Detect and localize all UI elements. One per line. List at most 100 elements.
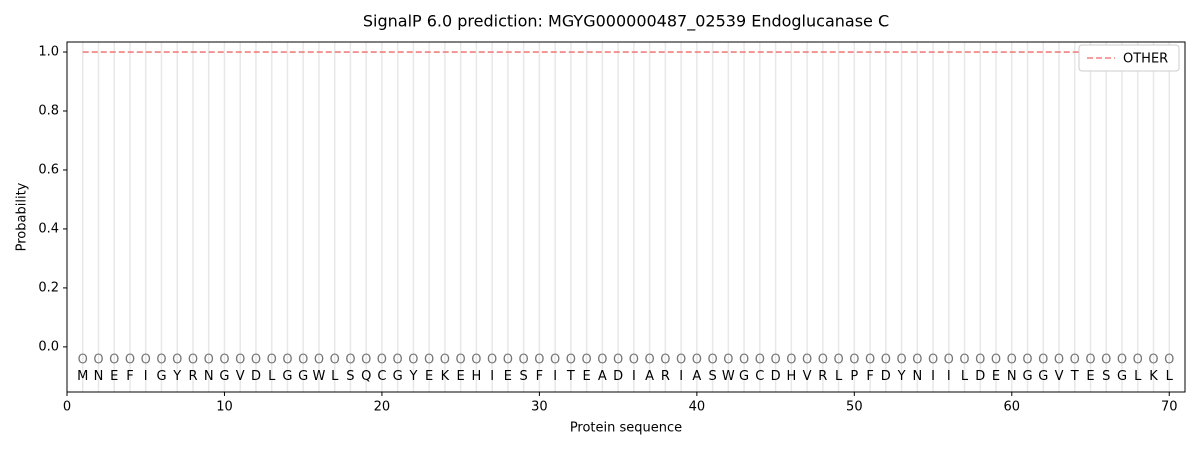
- state-label: O: [1164, 353, 1174, 368]
- residue-label: E: [110, 369, 118, 384]
- state-label: O: [78, 353, 88, 368]
- residue-label: I: [931, 369, 935, 384]
- residue-label: I: [679, 369, 683, 384]
- y-tick-label: 1.0: [38, 45, 59, 60]
- state-label: O: [912, 353, 922, 368]
- state-label: O: [881, 353, 891, 368]
- state-label: O: [519, 353, 529, 368]
- state-label: O: [298, 353, 308, 368]
- residue-label: G: [282, 369, 292, 384]
- state-label: O: [613, 353, 623, 368]
- state-label: O: [755, 353, 765, 368]
- residue-label: G: [1022, 369, 1032, 384]
- state-label: O: [487, 353, 497, 368]
- residue-label: I: [947, 369, 951, 384]
- residue-label: K: [1149, 369, 1158, 384]
- state-label: O: [1117, 353, 1127, 368]
- residue-label: F: [536, 369, 543, 384]
- state-label: O: [393, 353, 403, 368]
- residue-label: T: [566, 369, 575, 384]
- residue-label: W: [313, 369, 326, 384]
- chart-title: SignalP 6.0 prediction: MGYG000000487_02…: [363, 12, 889, 32]
- residue-label: G: [1038, 369, 1048, 384]
- state-label: O: [597, 353, 607, 368]
- residue-label: I: [553, 369, 557, 384]
- residue-label: D: [613, 369, 623, 384]
- state-label: O: [345, 353, 355, 368]
- state-label: O: [629, 353, 639, 368]
- state-label: O: [975, 353, 985, 368]
- residue-label: A: [692, 369, 701, 384]
- x-tick-label: 10: [216, 400, 233, 415]
- state-label: O: [896, 353, 906, 368]
- residue-label: D: [251, 369, 261, 384]
- state-label: O: [582, 353, 592, 368]
- state-label: O: [849, 353, 859, 368]
- residue-label: Y: [408, 369, 417, 384]
- state-label: O: [1022, 353, 1032, 368]
- x-tick-label: 40: [689, 400, 706, 415]
- residue-label: V: [1055, 369, 1064, 384]
- residue-label: G: [739, 369, 749, 384]
- state-label: O: [267, 353, 277, 368]
- residue-label: K: [441, 369, 450, 384]
- state-label: O: [282, 353, 292, 368]
- state-label: O: [991, 353, 1001, 368]
- state-label: O: [188, 353, 198, 368]
- state-label: O: [1133, 353, 1143, 368]
- residue-label: E: [992, 369, 1000, 384]
- state-label: O: [408, 353, 418, 368]
- state-label: O: [377, 353, 387, 368]
- residue-label: R: [818, 369, 827, 384]
- residue-label: Y: [897, 369, 906, 384]
- residue-label: W: [722, 369, 735, 384]
- residue-label: S: [1102, 369, 1110, 384]
- state-label: O: [959, 353, 969, 368]
- state-label: O: [1007, 353, 1017, 368]
- state-label: O: [802, 353, 812, 368]
- residue-label: I: [632, 369, 636, 384]
- residue-label: G: [219, 369, 229, 384]
- residue-label: S: [520, 369, 528, 384]
- residue-label: L: [331, 369, 339, 384]
- legend-label: OTHER: [1123, 52, 1168, 67]
- state-label: O: [204, 353, 214, 368]
- state-label: O: [156, 353, 166, 368]
- state-label: O: [1148, 353, 1158, 368]
- x-tick-label: 70: [1161, 400, 1178, 415]
- residue-label: E: [457, 369, 465, 384]
- residue-label: E: [504, 369, 512, 384]
- state-label: O: [172, 353, 182, 368]
- state-label: O: [1085, 353, 1095, 368]
- state-label: O: [818, 353, 828, 368]
- residue-label: D: [771, 369, 781, 384]
- residue-label: I: [144, 369, 148, 384]
- residue-label: G: [156, 369, 166, 384]
- residue-label: V: [236, 369, 245, 384]
- residue-label: R: [661, 369, 670, 384]
- y-axis-label: Probability: [15, 182, 30, 251]
- state-label: O: [676, 353, 686, 368]
- residue-label: E: [583, 369, 591, 384]
- x-tick-label: 60: [1004, 400, 1021, 415]
- residue-label: C: [377, 369, 386, 384]
- state-label: O: [125, 353, 135, 368]
- residue-label: G: [1117, 369, 1127, 384]
- state-label: O: [550, 353, 560, 368]
- state-label: O: [1101, 353, 1111, 368]
- residue-label: M: [77, 369, 88, 384]
- residue-label: S: [708, 369, 716, 384]
- state-label: O: [660, 353, 670, 368]
- residue-label: S: [346, 369, 354, 384]
- x-tick-label: 20: [374, 400, 391, 415]
- state-label: O: [219, 353, 229, 368]
- residue-label: D: [881, 369, 891, 384]
- state-label: O: [141, 353, 151, 368]
- y-tick-label: 0.8: [38, 103, 59, 118]
- residue-label: L: [268, 369, 276, 384]
- state-label: O: [235, 353, 245, 368]
- residue-label: A: [645, 369, 654, 384]
- x-tick-label: 30: [531, 400, 548, 415]
- y-tick-label: 0.2: [38, 280, 59, 295]
